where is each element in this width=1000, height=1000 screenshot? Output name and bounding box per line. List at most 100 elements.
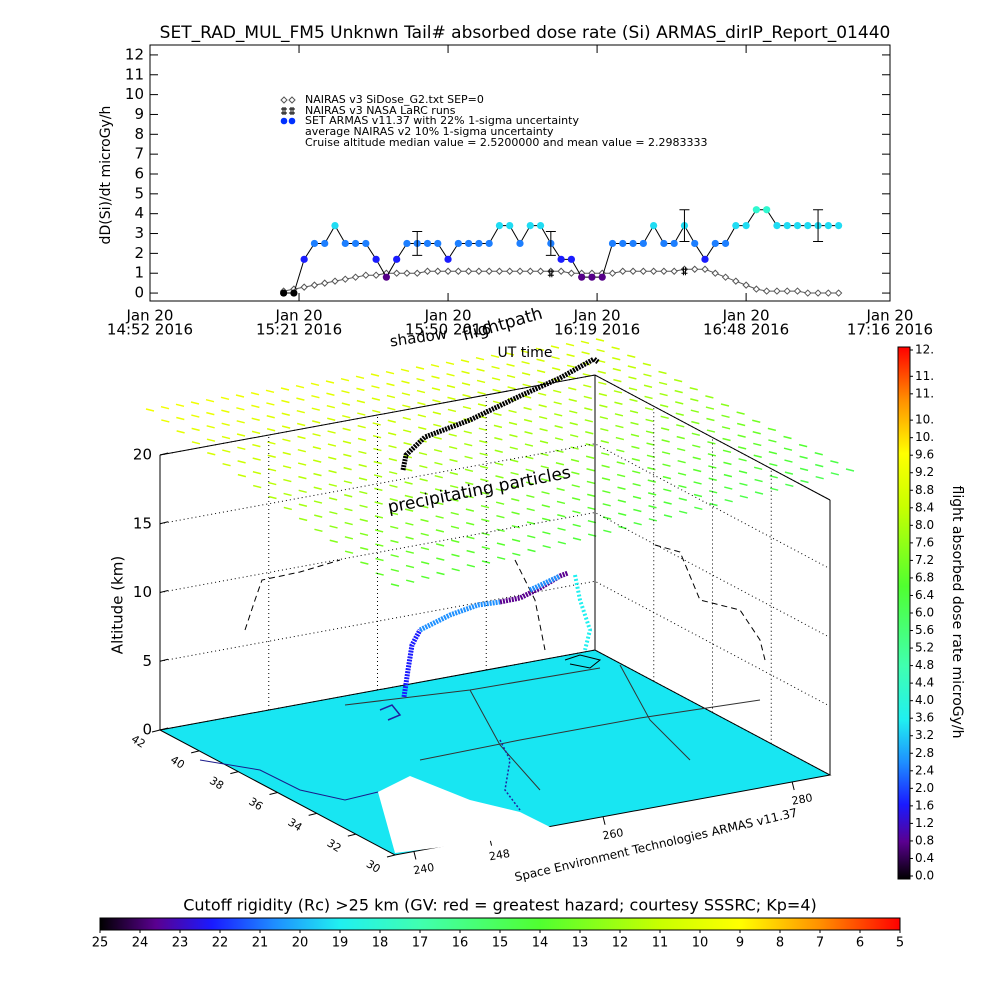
particle-dash bbox=[541, 504, 551, 508]
y-tick-label: 4 bbox=[134, 204, 144, 222]
data-point bbox=[608, 239, 617, 248]
particle-dash bbox=[403, 442, 412, 446]
colorbar-tick-label: 2.0 bbox=[915, 781, 934, 795]
particle-dash bbox=[371, 397, 381, 401]
colorbar-tick-label: 5.6 bbox=[915, 623, 934, 637]
data-point bbox=[434, 267, 442, 275]
particle-dash bbox=[587, 506, 596, 511]
particle-dash bbox=[736, 411, 745, 415]
particle-dash bbox=[343, 453, 352, 458]
data-point bbox=[526, 267, 534, 275]
flight-path-segment bbox=[573, 574, 593, 651]
particle-dash bbox=[551, 356, 560, 360]
z-tick-label: 20 bbox=[133, 446, 152, 464]
data-point bbox=[423, 239, 432, 248]
x-tick-label: 15:50 2016 bbox=[405, 321, 491, 339]
particle-dash bbox=[553, 389, 562, 394]
particle-dash bbox=[538, 415, 548, 420]
particle-dash bbox=[476, 368, 485, 372]
particle-dash bbox=[253, 484, 262, 489]
lake bbox=[379, 704, 402, 721]
flight-path-3d bbox=[244, 356, 766, 698]
particle-dash bbox=[658, 370, 667, 375]
particle-dash bbox=[415, 366, 425, 370]
particle-dash bbox=[386, 394, 396, 399]
particle-dash bbox=[478, 427, 488, 432]
particle-dash bbox=[405, 579, 415, 583]
data-point bbox=[372, 255, 380, 263]
particle-dash bbox=[312, 420, 321, 424]
particle-dash bbox=[266, 415, 275, 419]
particle-dash bbox=[706, 417, 715, 422]
data-point bbox=[341, 239, 349, 248]
particle-dash bbox=[505, 352, 515, 356]
data-point bbox=[608, 269, 617, 277]
particle-dash bbox=[237, 473, 247, 478]
particle-dash bbox=[628, 387, 638, 391]
particle-dash bbox=[752, 419, 761, 423]
lat-tick-label: 30 bbox=[364, 857, 383, 875]
y-tick-label: 5 bbox=[134, 184, 144, 202]
particle-dash bbox=[418, 426, 427, 430]
colorbar-tick-label: 9.6 bbox=[915, 448, 934, 462]
particle-dash bbox=[313, 500, 323, 504]
particle-dash bbox=[373, 460, 382, 465]
particle-dash bbox=[296, 397, 305, 401]
particle-dash bbox=[417, 414, 427, 418]
particle-dash bbox=[265, 389, 275, 394]
particle-dash bbox=[675, 401, 684, 405]
particle-dash bbox=[633, 508, 642, 513]
particle-dash bbox=[754, 491, 764, 495]
data-point bbox=[393, 255, 401, 263]
particle-dash bbox=[402, 416, 411, 421]
particle-dash bbox=[601, 464, 610, 469]
particle-dash bbox=[568, 398, 577, 402]
particle-dash bbox=[419, 478, 428, 482]
particle-dash bbox=[356, 399, 366, 404]
particle-dash bbox=[596, 348, 605, 353]
particle-dash bbox=[235, 394, 245, 398]
particle-dash bbox=[693, 481, 702, 485]
particle-dash bbox=[523, 418, 533, 423]
particle-dash bbox=[845, 468, 855, 472]
particle-dash bbox=[462, 405, 472, 410]
colorbar-tick-label: 24 bbox=[132, 936, 149, 951]
data-point bbox=[793, 221, 802, 230]
particle-dash bbox=[282, 465, 292, 469]
particle-dash bbox=[494, 462, 504, 466]
particle-dash bbox=[492, 388, 501, 393]
colorbar-tick-label: 4.8 bbox=[915, 658, 934, 672]
particle-dash bbox=[643, 384, 653, 388]
particle-dash bbox=[404, 508, 414, 512]
particle-dash bbox=[461, 382, 471, 386]
particle-dash bbox=[390, 525, 399, 530]
data-point bbox=[660, 239, 668, 248]
particle-dash bbox=[678, 497, 687, 501]
colorbar-tick-label: 11. bbox=[915, 386, 934, 400]
colorbar-tick-label: 6.8 bbox=[915, 570, 934, 584]
particle-dash bbox=[526, 521, 536, 525]
plot-box-3d bbox=[159, 374, 831, 776]
particle-dash bbox=[449, 484, 459, 489]
particle-dash bbox=[599, 416, 609, 420]
data-point bbox=[793, 287, 802, 295]
particle-dash bbox=[358, 463, 367, 468]
x-tick-label: 16:48 2016 bbox=[703, 321, 789, 339]
particle-dash bbox=[663, 514, 673, 518]
z-tick-label: 15 bbox=[133, 514, 152, 532]
particle-dash bbox=[251, 417, 260, 421]
particle-dash bbox=[359, 532, 369, 537]
particle-dash bbox=[432, 399, 441, 403]
particle-dash bbox=[342, 414, 351, 419]
particle-dash bbox=[329, 511, 338, 515]
particle-dash bbox=[450, 511, 459, 516]
particle-dash bbox=[222, 449, 231, 453]
particle-dash bbox=[313, 486, 322, 490]
particle-dash bbox=[496, 514, 505, 519]
particle-dash bbox=[372, 422, 381, 426]
particle-dash bbox=[598, 392, 608, 397]
particle-dash bbox=[722, 449, 732, 454]
lat-tick bbox=[386, 854, 396, 858]
particle-dash bbox=[602, 490, 611, 494]
particle-dash bbox=[236, 433, 246, 437]
